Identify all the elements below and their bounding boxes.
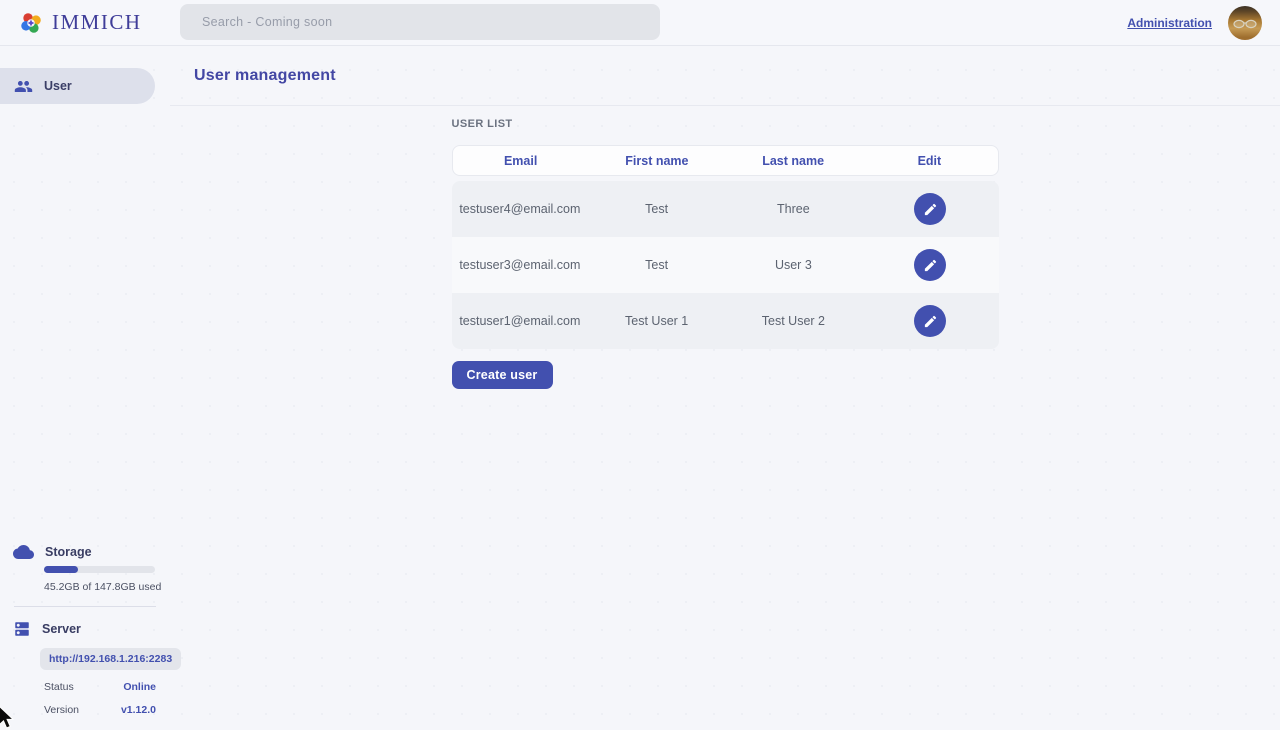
page-header: User management — [170, 46, 1280, 106]
sidebar: User Storage 45.2GB of 147.8GB used — [0, 46, 182, 730]
sidebar-divider — [14, 606, 156, 607]
column-header-edit: Edit — [917, 153, 942, 168]
edit-user-button[interactable] — [914, 305, 947, 337]
column-header-first-name: First name — [625, 153, 689, 168]
storage-section-header: Storage — [13, 544, 170, 559]
server-section-header: Server — [13, 620, 170, 638]
cell-last-name: Test User 2 — [761, 314, 825, 328]
users-icon — [14, 77, 33, 96]
table-header-row: Email First name Last name Edit — [451, 145, 999, 176]
sidebar-footer: Storage 45.2GB of 147.8GB used Server ht… — [0, 544, 182, 716]
server-url-badge: http://192.168.1.216:2283 — [40, 648, 182, 670]
cell-first-name: Test — [645, 202, 669, 216]
immich-flower-icon — [18, 10, 44, 36]
immich-logo[interactable]: IMMICH — [18, 10, 142, 36]
sidebar-item-user[interactable]: User — [0, 68, 155, 104]
cell-first-name: Test User 1 — [625, 314, 689, 328]
table-row: testuser4@email.com Test Three — [451, 181, 999, 237]
server-icon — [13, 620, 31, 638]
column-header-email: Email — [503, 153, 538, 168]
main-panel: User management USER LIST Email First na… — [170, 46, 1280, 730]
create-user-button[interactable]: Create user — [451, 361, 553, 389]
glasses-icon — [1233, 19, 1257, 28]
storage-title: Storage — [45, 544, 92, 559]
administration-link[interactable]: Administration — [1127, 15, 1212, 30]
version-label: Version — [44, 704, 80, 716]
cell-email: testuser4@email.com — [459, 202, 581, 216]
status-label: Status — [44, 681, 74, 693]
storage-progress-bar — [44, 566, 155, 573]
top-bar: IMMICH Administration — [0, 0, 1280, 46]
table-row: testuser3@email.com Test User 3 — [451, 237, 999, 293]
edit-user-button[interactable] — [914, 193, 947, 225]
pencil-icon — [924, 203, 936, 215]
status-value: Online — [123, 681, 156, 693]
pencil-icon — [924, 315, 936, 327]
cell-first-name: Test — [645, 258, 669, 272]
table-body: testuser4@email.com Test Three testuser3… — [451, 181, 999, 349]
storage-progress-fill — [44, 566, 79, 573]
server-status-row: Status Online — [44, 681, 156, 693]
user-list-title: USER LIST — [451, 118, 513, 130]
table-row: testuser1@email.com Test User 1 Test Use… — [451, 293, 999, 349]
column-header-last-name: Last name — [762, 153, 825, 168]
user-list-section: USER LIST Email First name Last name Edi… — [451, 118, 999, 389]
user-avatar[interactable] — [1228, 5, 1262, 40]
cell-email: testuser1@email.com — [459, 314, 581, 328]
topbar-right: Administration — [1127, 5, 1262, 40]
pencil-icon — [924, 259, 936, 271]
sidebar-item-label: User — [44, 79, 72, 93]
cell-last-name: Three — [777, 202, 810, 216]
server-title: Server — [42, 622, 81, 636]
edit-user-button[interactable] — [914, 249, 947, 281]
version-value: v1.12.0 — [120, 704, 156, 716]
search-input[interactable] — [180, 4, 660, 40]
cloud-icon — [13, 544, 34, 559]
app-name: IMMICH — [52, 10, 142, 34]
server-version-row: Version v1.12.0 — [44, 704, 156, 716]
storage-usage-text: 45.2GB of 147.8GB used — [44, 581, 162, 593]
page-title: User management — [194, 66, 336, 84]
cell-email: testuser3@email.com — [459, 258, 581, 272]
cell-last-name: User 3 — [774, 258, 812, 272]
